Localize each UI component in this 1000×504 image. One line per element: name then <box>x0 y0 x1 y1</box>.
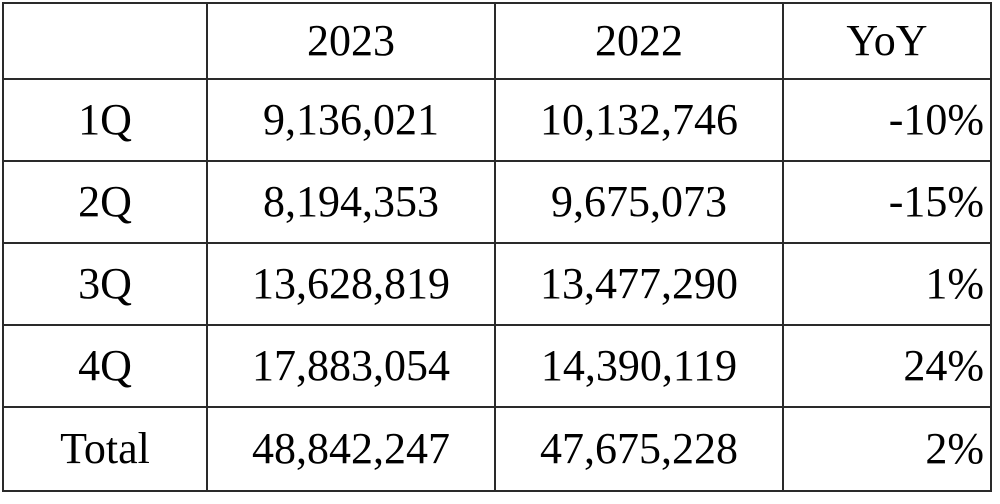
row-label-cell: 3Q <box>2 242 208 326</box>
value-2023-cell: 17,883,054 <box>206 324 496 408</box>
value-2023-cell: 8,194,353 <box>206 160 496 244</box>
value-2023-cell: 48,842,247 <box>206 406 496 492</box>
yoy-cell: -15% <box>782 160 992 244</box>
yoy-cell: 1% <box>782 242 992 326</box>
value-2022-cell: 14,390,119 <box>494 324 784 408</box>
header-row: 2023 2022 YoY <box>2 2 992 80</box>
table-row: 3Q 13,628,819 13,477,290 1% <box>2 242 992 326</box>
value-2023-cell: 13,628,819 <box>206 242 496 326</box>
row-label-cell: 4Q <box>2 324 208 408</box>
header-cell-2023: 2023 <box>206 2 496 80</box>
value-2022-cell: 47,675,228 <box>494 406 784 492</box>
data-table: 2023 2022 YoY 1Q 9,136,021 10,132,746 -1… <box>2 2 992 492</box>
header-cell-empty <box>2 2 208 80</box>
value-2022-cell: 9,675,073 <box>494 160 784 244</box>
table-row: 1Q 9,136,021 10,132,746 -10% <box>2 78 992 162</box>
value-2022-cell: 10,132,746 <box>494 78 784 162</box>
yoy-cell: -10% <box>782 78 992 162</box>
header-cell-yoy: YoY <box>782 2 992 80</box>
value-2023-cell: 9,136,021 <box>206 78 496 162</box>
row-label-cell: 2Q <box>2 160 208 244</box>
header-cell-2022: 2022 <box>494 2 784 80</box>
row-label-cell: 1Q <box>2 78 208 162</box>
row-label-cell: Total <box>2 406 208 492</box>
table-row: 2Q 8,194,353 9,675,073 -15% <box>2 160 992 244</box>
yoy-cell: 2% <box>782 406 992 492</box>
yoy-cell: 24% <box>782 324 992 408</box>
table-row: 4Q 17,883,054 14,390,119 24% <box>2 324 992 408</box>
total-row: Total 48,842,247 47,675,228 2% <box>2 406 992 492</box>
value-2022-cell: 13,477,290 <box>494 242 784 326</box>
